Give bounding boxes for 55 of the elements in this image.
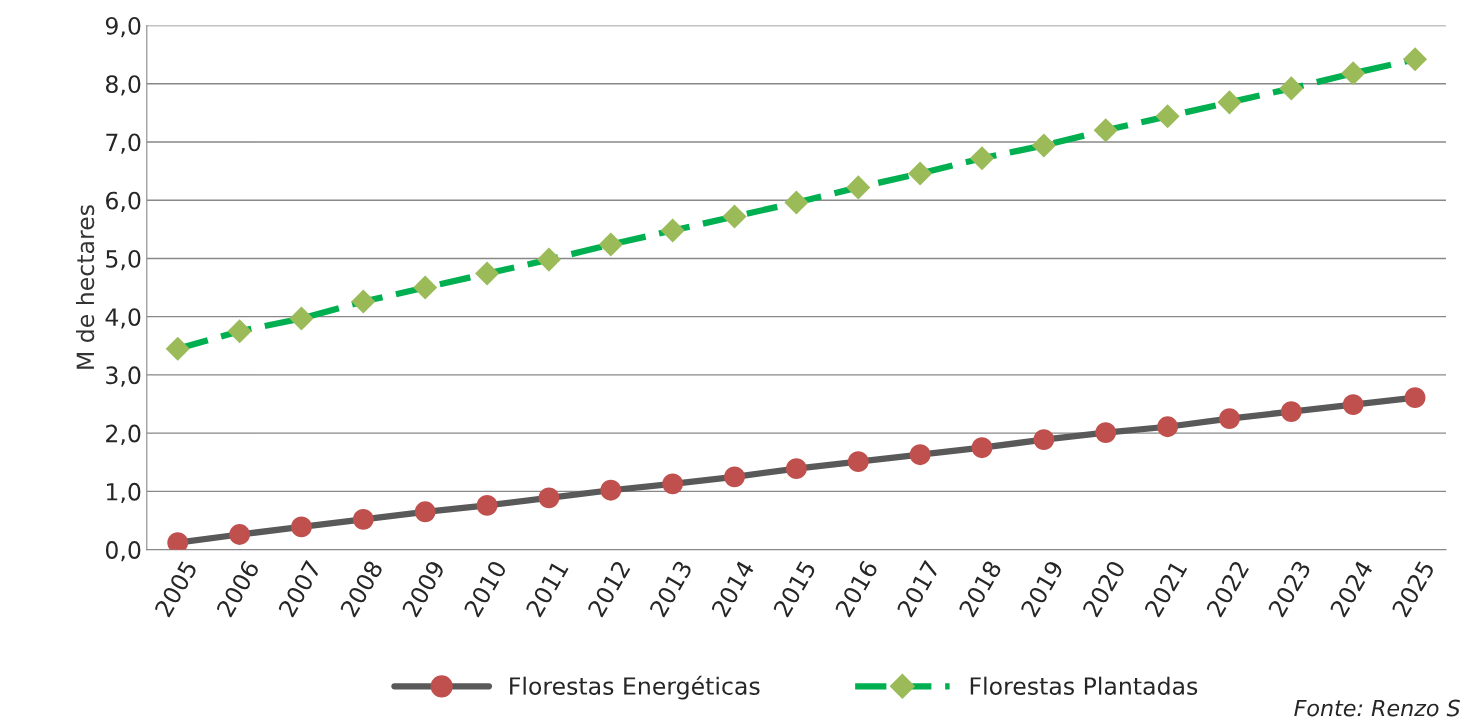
point: [846, 175, 871, 200]
point: [352, 508, 374, 530]
y-tick-label: 1,0: [106, 482, 141, 504]
point: [413, 275, 438, 300]
point: [600, 479, 622, 501]
point: [971, 437, 993, 459]
point: [847, 451, 869, 473]
y-tick-label: 7,0: [106, 133, 141, 154]
point: [476, 494, 498, 516]
point: [724, 466, 745, 488]
point: [662, 473, 684, 495]
y-tick-label: 0,0: [105, 541, 141, 562]
point: [475, 261, 500, 286]
point: [1404, 387, 1426, 409]
point: [414, 501, 436, 523]
point: [1095, 422, 1117, 443]
point: [598, 232, 623, 257]
point: [1342, 394, 1364, 416]
y-tick-label: 6,0: [106, 191, 141, 212]
y-tick-label: 2,0: [106, 424, 141, 445]
y-tick-label: 8,0: [105, 75, 141, 96]
y-tick-label: 5,0: [106, 249, 141, 271]
point: [784, 190, 809, 215]
point: [1403, 47, 1428, 72]
y-tick-label: 3,0: [106, 366, 141, 387]
point: [909, 444, 931, 466]
y-tick-label: 9,0: [105, 16, 141, 38]
point: [165, 336, 190, 361]
point: [229, 524, 251, 545]
point: [538, 487, 560, 509]
point: [289, 306, 314, 331]
point: [722, 204, 747, 229]
y-axis-title: M de hectares: [75, 205, 95, 369]
y-tick-label: 4,0: [105, 308, 141, 329]
point: [1341, 61, 1366, 86]
point: [1033, 429, 1055, 450]
point: [227, 319, 252, 344]
point: [1279, 76, 1304, 101]
point: [1157, 416, 1178, 438]
point: [536, 247, 561, 272]
point: [908, 161, 933, 186]
source-note: Fonte: Renzo S: [1294, 699, 1460, 717]
point: [785, 458, 807, 480]
point: [1280, 401, 1302, 423]
point: [1155, 104, 1180, 129]
point: [1093, 118, 1118, 143]
point: [1031, 133, 1056, 158]
point: [660, 218, 685, 243]
legend-label: Florestas Energéticas: [510, 675, 760, 700]
point: [1217, 90, 1242, 115]
legend-label: Florestas Plantadas: [970, 676, 1198, 695]
point: [1219, 408, 1240, 430]
point: [351, 289, 376, 314]
point: [969, 146, 995, 171]
point: [291, 516, 312, 538]
